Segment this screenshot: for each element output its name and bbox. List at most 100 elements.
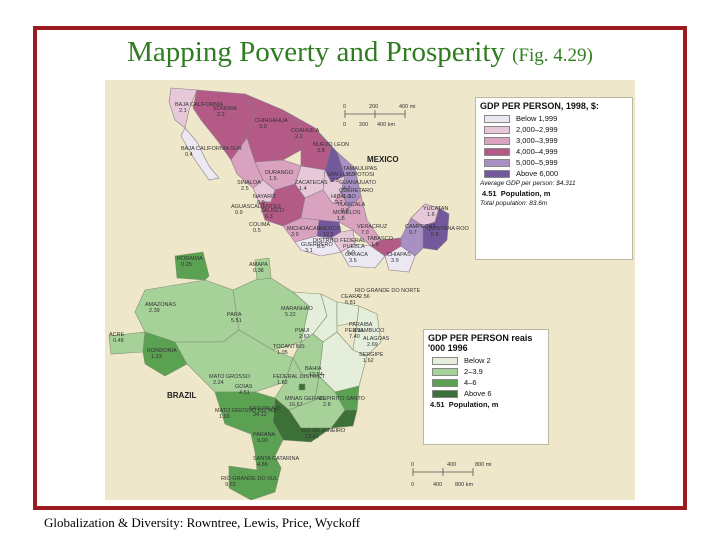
mexico-state-name: SAN LUIS POTOSI (327, 172, 375, 178)
mexico-legend-label: 4,000–4,999 (516, 147, 558, 156)
mexico-legend-title: GDP PER PERSON, 1998, $: (480, 101, 599, 111)
mexico-legend-label: 2,000–2,999 (516, 125, 558, 134)
mexico-state-name: MORELOS (333, 210, 361, 216)
slide-title: Mapping Poverty and Prosperity (Fig. 4.2… (0, 36, 720, 69)
brazil-state-value: 9.63 (225, 482, 236, 488)
brazil-state-name: RONDONIA (147, 348, 177, 354)
brazil-state-value: 1.82 (277, 380, 288, 386)
brazil-state-name: MATO GROSSO DO SUL (215, 408, 278, 414)
mexico-state-value: 8.5 (317, 244, 325, 250)
mexico-state-name: TABASCO (367, 236, 394, 242)
brazil-state-name: BAHIA (305, 366, 322, 372)
mexico-state-value: 3.1 (305, 248, 313, 254)
mexico-state-value: 0.7 (409, 230, 417, 236)
brazil-legend: GDP PER PERSON reais '000 1996 Below 2 2–… (423, 329, 549, 445)
svg-text:0: 0 (343, 104, 346, 110)
brazil-state-value: 1.23 (151, 354, 162, 360)
brazil-state-value: 16.67 (289, 402, 303, 408)
brazil-state-name: SERGIPE (359, 352, 384, 358)
title-text: Mapping Poverty and Prosperity (127, 36, 505, 68)
brazil-state-value: 1.93 (219, 414, 230, 420)
mexico-state-value: 0.9 (235, 210, 243, 216)
mexico-state-name: VERACRUZ (357, 224, 388, 230)
mexico-legend-swatch (484, 147, 510, 156)
brazil-state-name: AMAPA (249, 262, 268, 268)
brazil-state-value: 6.81 (345, 300, 356, 306)
brazil-state-value: 2.8 (323, 402, 331, 408)
mexico-label: MEXICO (367, 155, 399, 164)
mexico-population-key: 4.51 Population, m (482, 189, 551, 198)
brazil-state-name: PARAIBA (349, 322, 373, 328)
brazil-label: BRAZIL (167, 391, 196, 400)
brazil-state-name: PIAUI (295, 328, 310, 334)
figure-reference: (Fig. 4.29) (512, 45, 593, 66)
mexico-legend-label: Above 6,000 (516, 169, 559, 178)
mexico-state-value: 0.5 (253, 228, 261, 234)
mexico-state-value: 4.7 (343, 186, 351, 192)
brazil-state-value: 2.69 (367, 342, 378, 348)
mexico-state-value: 12.5 (323, 232, 334, 238)
mexico-legend-swatch (484, 158, 510, 167)
mexico-average-note: Average GDP per person: $4,311 (480, 180, 576, 187)
slide-footer: Globalization & Diversity: Rowntree, Lew… (44, 515, 361, 530)
mexico-map (168, 87, 450, 273)
svg-text:0: 0 (411, 482, 414, 488)
brazil-legend-row: Below 2 (424, 355, 548, 366)
brazil-state-name: ALAGOAS (363, 336, 390, 342)
mexico-state-value: 1.3 (343, 194, 351, 200)
mexico-state-name: CHIAPAS (387, 252, 411, 258)
mexico-legend-items: Below 1,999 2,000–2,999 3,000–3,999 4,000–4… (476, 113, 632, 179)
mexico-state-name: NAYARIT (253, 194, 277, 200)
brazil-legend-swatch (432, 367, 458, 376)
mexico-state-name: BAJA CALIFORNIA (175, 102, 223, 108)
svg-text:400: 400 (447, 462, 456, 468)
brazil-state-name: ACRE (109, 332, 125, 338)
mexico-state-value: 2.2 (295, 134, 303, 140)
mexico-state-name: YUCATAN (423, 206, 448, 212)
mexico-state-value: 1.8 (371, 242, 379, 248)
mexico-legend-row: 3,000–3,999 (476, 135, 632, 146)
brazil-state-name: MATO GROSSO (209, 374, 251, 380)
brazil-legend-label: 4–6 (464, 378, 477, 387)
mexico-state-name: MICHOACAN (287, 226, 321, 232)
mexico-state-value: 1.5 (337, 216, 345, 222)
br-roraima (174, 251, 210, 281)
mexico-state-name: SONORA (213, 106, 237, 112)
brazil-state-name: RIO GRANDE DO NORTE (355, 288, 421, 294)
svg-text:400: 400 (433, 482, 442, 488)
mexico-legend-swatch (484, 136, 510, 145)
brazil-state-value: 1.62 (363, 358, 374, 364)
brazil-legend-row: 4–6 (424, 377, 548, 388)
mexico-state-name: PUEBLA (343, 244, 365, 250)
mexico-state-name: ZACATECAS (295, 180, 328, 186)
brazil-state-value: 0.38 (253, 268, 264, 274)
svg-text:400 km: 400 km (377, 122, 395, 128)
mexico-legend-label: 5,000–5,999 (516, 158, 558, 167)
mexico-state-value: 0.4 (185, 152, 193, 158)
mexico-legend-row: Above 6,000 (476, 168, 632, 179)
brazil-legend-title: GDP PER PERSON reais '000 1996 (428, 333, 533, 353)
brazil-state-name: PARA (227, 312, 242, 318)
brazil-legend-swatch (432, 378, 458, 387)
mexico-state-name: SINALOA (237, 180, 261, 186)
brazil-state-value: 2.39 (149, 308, 160, 314)
mx-baja-california-sur (180, 127, 220, 181)
brazil-state-value: 2.56 (359, 294, 370, 300)
mexico-state-value: 3.9 (391, 258, 399, 264)
mexico-state-name: TLAXCALA (337, 202, 365, 208)
brazil-legend-row: Above 6 (424, 388, 548, 399)
mexico-state-value: 3.0 (259, 124, 267, 130)
brazil-state-value: 2.24 (213, 380, 224, 386)
brazil-state-name: RIO DE JANEIRO (301, 428, 346, 434)
mexico-state-name: GUERRERO (301, 242, 334, 248)
brazil-state-value: 0.25 (181, 262, 192, 268)
svg-text:800 km: 800 km (455, 482, 473, 488)
br-rio-grande-do-sul (228, 465, 282, 500)
brazil-state-value: 12.54 (309, 372, 323, 378)
brazil-legend-label: 2–3.9 (464, 367, 483, 376)
brazil-map (108, 251, 382, 500)
brazil-state-value: 4.88 (257, 462, 268, 468)
mexico-state-value: 0.8 (431, 232, 439, 238)
mexico-state-name: CAMPECHE (405, 224, 437, 230)
brazil-state-value: 13.41 (305, 434, 319, 440)
